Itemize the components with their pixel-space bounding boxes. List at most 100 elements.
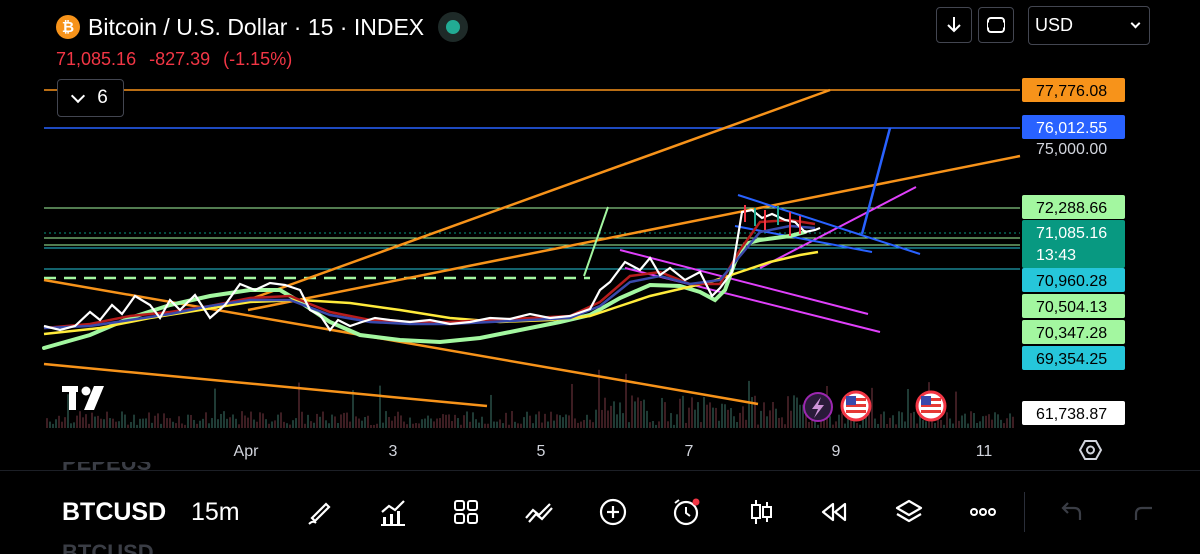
symbol-header[interactable]: ₿ Bitcoin / U.S. Dollar · 15 · INDEX	[56, 12, 469, 42]
volume-bar	[910, 413, 912, 428]
volume-bar	[583, 419, 585, 428]
volume-bar	[400, 415, 402, 428]
volume-bar	[919, 414, 921, 428]
volume-bar	[154, 415, 156, 428]
price-change: -827.39	[149, 49, 211, 69]
time-axis: Apr 3 5 7 9 11	[234, 443, 993, 460]
volume-bar	[706, 404, 708, 428]
volume-bar	[877, 423, 879, 428]
symbol-title[interactable]: Bitcoin / U.S. Dollar · 15 · INDEX	[88, 13, 425, 40]
volume-bar	[727, 409, 729, 428]
volume-bar	[175, 423, 177, 428]
volume-bar	[637, 397, 639, 428]
symbol-button[interactable]: BTCUSD	[62, 498, 167, 526]
volume-bar	[751, 397, 753, 428]
volume-bar	[172, 421, 174, 428]
volume-bar	[934, 422, 936, 428]
alert-clock-icon[interactable]	[668, 494, 704, 530]
volume-bar	[853, 419, 855, 428]
volume-bar	[46, 418, 48, 428]
interval-button[interactable]: 15m	[191, 498, 240, 526]
volume-bar	[553, 420, 555, 428]
volume-bar	[79, 411, 81, 428]
layers-icon[interactable]	[891, 494, 927, 530]
price-label-bg	[1022, 115, 1125, 139]
templates-icon[interactable]	[448, 494, 484, 530]
volume-bar	[1000, 419, 1002, 428]
volume-bar	[421, 419, 423, 428]
market-status-icon[interactable]	[438, 12, 469, 42]
volume-bar	[511, 411, 513, 428]
volume-bar	[664, 402, 666, 428]
ma-navy	[43, 224, 816, 330]
volume-bar	[925, 421, 927, 428]
volume-bar	[787, 396, 789, 428]
volume-bar	[211, 418, 213, 428]
time-axis-label: 7	[685, 443, 694, 460]
indicators-toggle-button[interactable]: 6	[57, 79, 124, 117]
volume-bar	[649, 422, 651, 428]
volume-bar	[577, 422, 579, 428]
us-flag-event-icon[interactable]	[915, 390, 947, 422]
volume-bar	[343, 412, 345, 428]
volume-bar	[967, 423, 969, 428]
chart-settings-icon[interactable]	[1078, 440, 1103, 460]
volume-bar	[586, 414, 588, 428]
volume-bar	[1012, 416, 1014, 428]
volume-bar	[742, 406, 744, 428]
add-icon[interactable]	[595, 494, 631, 530]
volume-bar	[415, 422, 417, 428]
download-button[interactable]	[936, 7, 972, 43]
magenta-channel-upper	[619, 249, 869, 315]
volume-bar	[970, 411, 972, 428]
next-symbol[interactable]: BTCUSD	[62, 540, 154, 554]
volume-bar	[301, 411, 303, 428]
volume-bar	[232, 414, 234, 428]
volume-bar	[313, 422, 315, 428]
volume-bar	[166, 418, 168, 428]
volume-bar	[631, 395, 633, 428]
price-label-bg	[1022, 346, 1125, 370]
volume-bar	[712, 407, 714, 428]
volume-bar	[475, 419, 477, 428]
volume-bar	[844, 423, 846, 428]
time-axis-label: Apr	[234, 443, 260, 460]
volume-bar	[1003, 423, 1005, 428]
currency-select[interactable]: USD	[1028, 6, 1150, 45]
more-icon[interactable]	[965, 494, 1001, 530]
prev-symbol[interactable]: PEPEUS	[62, 462, 152, 475]
lightning-event-icon[interactable]	[803, 392, 833, 422]
volume-bar	[799, 404, 801, 428]
us-flag-event-icon[interactable]	[840, 390, 872, 422]
candles-icon[interactable]	[743, 494, 779, 530]
volume-bar	[505, 412, 507, 428]
volume-bar	[898, 411, 900, 428]
volume-bar	[76, 415, 78, 428]
volume-bar	[376, 423, 378, 428]
drawing-tools-icon[interactable]	[521, 494, 557, 530]
undo-icon[interactable]	[1052, 494, 1088, 530]
redo-icon[interactable]	[1128, 494, 1164, 530]
fullscreen-button[interactable]	[978, 7, 1014, 43]
volume-bar	[274, 420, 276, 428]
volume-bar	[190, 414, 192, 428]
volume-bar	[874, 418, 876, 428]
volume-bar	[379, 385, 381, 428]
brush-icon[interactable]	[302, 494, 338, 530]
volume-bar	[754, 395, 756, 428]
orange-trendline-upper	[247, 88, 831, 302]
volume-bar	[508, 424, 510, 428]
volume-bar	[262, 413, 264, 428]
volume-bar	[739, 412, 741, 428]
volume-bar	[220, 413, 222, 428]
volume-bar	[568, 415, 570, 428]
volume-bar	[487, 423, 489, 428]
replay-icon[interactable]	[816, 494, 852, 530]
volume-bar	[862, 418, 864, 428]
volume-bar	[835, 421, 837, 428]
volume-bar	[289, 424, 291, 428]
volume-bar	[613, 401, 615, 428]
indicators-icon[interactable]	[375, 494, 411, 530]
volume-bar	[355, 416, 357, 428]
